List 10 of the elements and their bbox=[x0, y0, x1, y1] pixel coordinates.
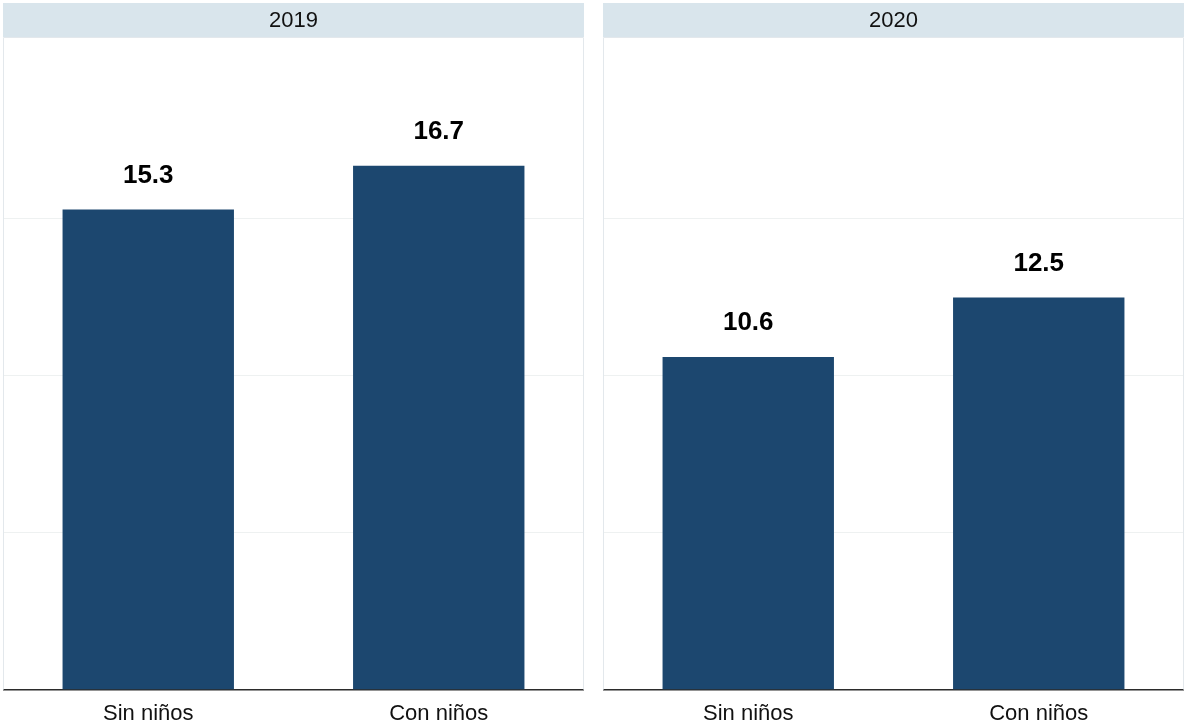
data-label: 15.3 bbox=[122, 158, 174, 189]
data-label: 10.6 bbox=[722, 306, 774, 337]
data-label: 12.5 bbox=[1013, 246, 1065, 277]
data-label: 16.7 bbox=[413, 114, 465, 145]
x-tick-label: Con niños bbox=[989, 699, 1089, 724]
x-tick-label: Sin niños bbox=[702, 699, 794, 724]
chart-title: 2019 bbox=[269, 7, 318, 32]
chart-title: 2020 bbox=[869, 7, 918, 32]
x-tick-label: Sin niños bbox=[102, 699, 194, 724]
x-tick-label: Con niños bbox=[389, 699, 489, 724]
